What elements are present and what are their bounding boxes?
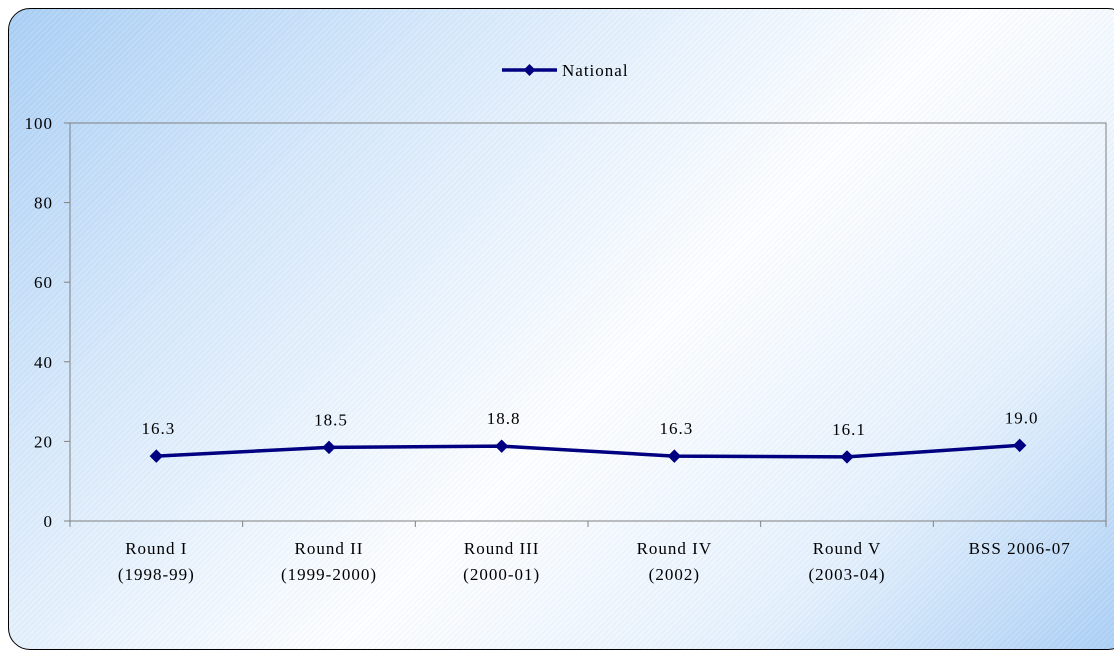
y-tick-label: 40 bbox=[34, 353, 53, 372]
data-label: 18.8 bbox=[487, 409, 521, 428]
legend: National bbox=[502, 61, 629, 80]
x-tick-label: Round I (1998-99) bbox=[118, 539, 195, 584]
data-point-marker bbox=[322, 440, 336, 455]
data-label: 16.1 bbox=[832, 420, 866, 439]
chart-background bbox=[9, 9, 1114, 649]
series-national bbox=[149, 438, 1027, 464]
legend-label-national: National bbox=[562, 61, 629, 80]
y-tick-label: 0 bbox=[44, 512, 54, 531]
chart-frame bbox=[8, 8, 1114, 650]
x-tick-label: BSS 2006-07 bbox=[969, 539, 1071, 558]
plot-area bbox=[69, 122, 1107, 522]
data-label: 19.0 bbox=[1005, 408, 1039, 427]
series-line-national bbox=[156, 443, 1020, 459]
data-point-marker bbox=[149, 449, 164, 463]
data-point-marker bbox=[1012, 438, 1027, 453]
data-label: 16.3 bbox=[141, 419, 175, 438]
y-ticks: 0 20 40 60 80 100 bbox=[25, 114, 70, 531]
y-tick-label: 80 bbox=[34, 194, 53, 213]
data-labels: 16.3 18.5 18.8 16.3 16.1 19.0 bbox=[141, 408, 1039, 439]
data-point-marker bbox=[840, 450, 854, 464]
y-tick-label: 20 bbox=[34, 432, 53, 451]
legend-marker bbox=[523, 64, 536, 76]
data-label: 18.5 bbox=[314, 410, 348, 429]
x-tick-label: Round IV (2002) bbox=[637, 539, 713, 584]
x-tick-label: Round V (2003-04) bbox=[809, 539, 886, 584]
x-ticks: Round I (1998-99) Round II (1999-2000) Round… bbox=[69, 521, 1107, 584]
y-tick-label: 60 bbox=[34, 273, 53, 292]
data-point-marker bbox=[667, 449, 682, 463]
x-tick-label: Round III (2000-01) bbox=[463, 539, 540, 584]
y-tick-label: 100 bbox=[25, 114, 54, 133]
data-point-marker bbox=[494, 439, 509, 453]
data-label: 16.3 bbox=[659, 419, 693, 438]
x-tick-label: Round II (1999-2000) bbox=[281, 539, 377, 584]
